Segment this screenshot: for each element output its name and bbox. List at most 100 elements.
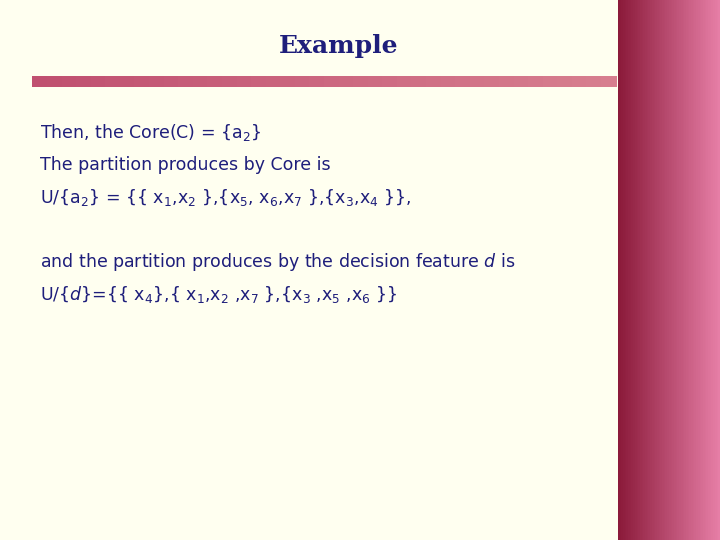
Bar (703, 0, 706, 540)
Bar (310, 76, 325, 87)
Bar (710, 0, 713, 540)
Bar (644, 0, 647, 540)
Bar (91, 76, 107, 87)
Bar (368, 76, 384, 87)
Bar (105, 76, 121, 87)
Bar (650, 0, 653, 540)
Bar (149, 76, 165, 87)
Bar (686, 0, 689, 540)
Bar (382, 76, 398, 87)
Bar (654, 0, 657, 540)
Bar (647, 0, 650, 540)
Bar (638, 0, 642, 540)
Bar (633, 0, 636, 540)
Bar (691, 0, 694, 540)
Bar (655, 0, 658, 540)
Bar (681, 0, 684, 540)
Bar (672, 0, 675, 540)
Bar (266, 76, 282, 87)
Bar (700, 0, 703, 540)
Bar (222, 76, 238, 87)
Bar (618, 0, 621, 540)
Bar (76, 76, 92, 87)
Bar (280, 76, 297, 87)
Text: and the partition produces by the decision feature $\mathit{d}$ is: and the partition produces by the decisi… (40, 251, 515, 273)
Bar (640, 0, 643, 540)
Bar (708, 0, 711, 540)
Bar (693, 0, 696, 540)
Bar (624, 0, 628, 540)
Bar (62, 76, 78, 87)
Bar (684, 0, 688, 540)
Bar (354, 76, 369, 87)
Bar (667, 0, 670, 540)
Bar (485, 76, 500, 87)
Bar (636, 0, 639, 540)
Bar (455, 76, 472, 87)
Bar (678, 0, 680, 540)
Bar (662, 0, 665, 540)
Bar (426, 76, 442, 87)
Bar (338, 76, 355, 87)
Bar (628, 0, 631, 540)
Bar (674, 0, 677, 540)
Bar (193, 76, 209, 87)
Bar (397, 76, 413, 87)
Bar (649, 0, 652, 540)
Text: U/{a$_2$} = {{ x$_1$,x$_2$ },{x$_5$, x$_6$,x$_7$ },{x$_3$,x$_4$ }},: U/{a$_2$} = {{ x$_1$,x$_2$ },{x$_5$, x$_… (40, 187, 410, 207)
Bar (715, 0, 718, 540)
Text: Example: Example (279, 34, 398, 58)
Bar (441, 76, 456, 87)
Bar (688, 0, 690, 540)
Bar (669, 0, 672, 540)
Bar (696, 0, 699, 540)
Bar (698, 0, 701, 540)
Bar (621, 0, 624, 540)
Bar (207, 76, 223, 87)
Bar (470, 76, 486, 87)
Bar (543, 76, 559, 87)
Bar (706, 0, 709, 540)
Text: The partition produces by Core is: The partition produces by Core is (40, 156, 330, 174)
Bar (670, 0, 674, 540)
Bar (135, 76, 150, 87)
Bar (631, 0, 634, 540)
Bar (701, 0, 704, 540)
Bar (236, 76, 253, 87)
Bar (664, 0, 667, 540)
Bar (32, 76, 48, 87)
Bar (47, 76, 63, 87)
Text: U/{$\mathit{d}$}={{ x$_4$},{ x$_1$,x$_2$ ,x$_7$ },{x$_3$ ,x$_5$ ,x$_6$ }}: U/{$\mathit{d}$}={{ x$_4$},{ x$_1$,x$_2$… (40, 284, 397, 305)
Bar (499, 76, 515, 87)
Bar (163, 76, 180, 87)
Bar (660, 0, 664, 540)
Bar (587, 76, 603, 87)
Bar (716, 0, 720, 540)
Bar (705, 0, 708, 540)
Bar (601, 76, 617, 87)
Bar (711, 0, 715, 540)
Bar (719, 0, 720, 540)
Bar (657, 0, 660, 540)
Bar (324, 76, 340, 87)
Bar (120, 76, 136, 87)
Bar (295, 76, 311, 87)
Bar (659, 0, 662, 540)
Bar (572, 76, 588, 87)
Bar (251, 76, 267, 87)
Bar (619, 0, 623, 540)
Bar (645, 0, 648, 540)
Bar (623, 0, 626, 540)
Bar (642, 0, 645, 540)
Bar (694, 0, 698, 540)
Bar (675, 0, 679, 540)
Bar (665, 0, 669, 540)
Bar (513, 76, 530, 87)
Bar (528, 76, 544, 87)
Bar (635, 0, 638, 540)
Bar (626, 0, 629, 540)
Bar (557, 76, 573, 87)
Bar (412, 76, 428, 87)
Bar (179, 76, 194, 87)
Text: Then, the Core(C) = {a$_2$}: Then, the Core(C) = {a$_2$} (40, 122, 261, 143)
